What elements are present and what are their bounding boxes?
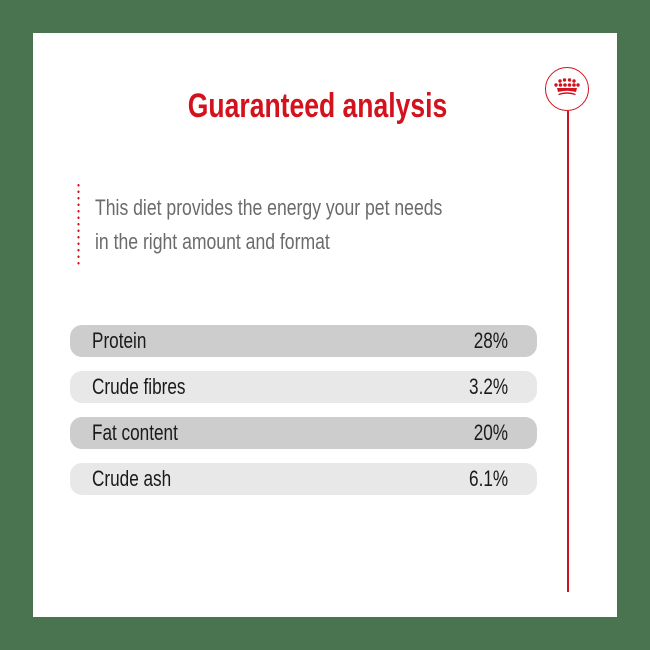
page-title: Guaranteed analysis [187,87,448,125]
analysis-table: Protein 28% Crude fibres 3.2% Fat conten… [70,325,537,509]
timeline-line [567,111,569,592]
analysis-card: Guaranteed analysis This diet provides t… [33,33,617,617]
intro-line-2: in the right amount and format [95,229,330,254]
analysis-row-crude-fibres: Crude fibres 3.2% [70,371,537,403]
intro-text: This diet provides the energy your pet n… [95,191,511,259]
row-value: 20% [473,420,508,445]
analysis-row-fat-content: Fat content 20% [70,417,537,449]
dotted-divider [77,182,80,266]
row-label: Protein [92,328,147,353]
row-label: Fat content [92,420,178,445]
analysis-row-protein: Protein 28% [70,325,537,357]
row-value: 28% [473,328,508,353]
row-value: 3.2% [468,374,508,399]
row-value: 6.1% [468,466,508,491]
crown-icon [554,78,580,96]
brand-badge [545,67,589,111]
intro-line-1: This diet provides the energy your pet n… [95,195,443,220]
row-label: Crude ash [92,466,172,491]
analysis-row-crude-ash: Crude ash 6.1% [70,463,537,495]
row-label: Crude fibres [92,374,186,399]
